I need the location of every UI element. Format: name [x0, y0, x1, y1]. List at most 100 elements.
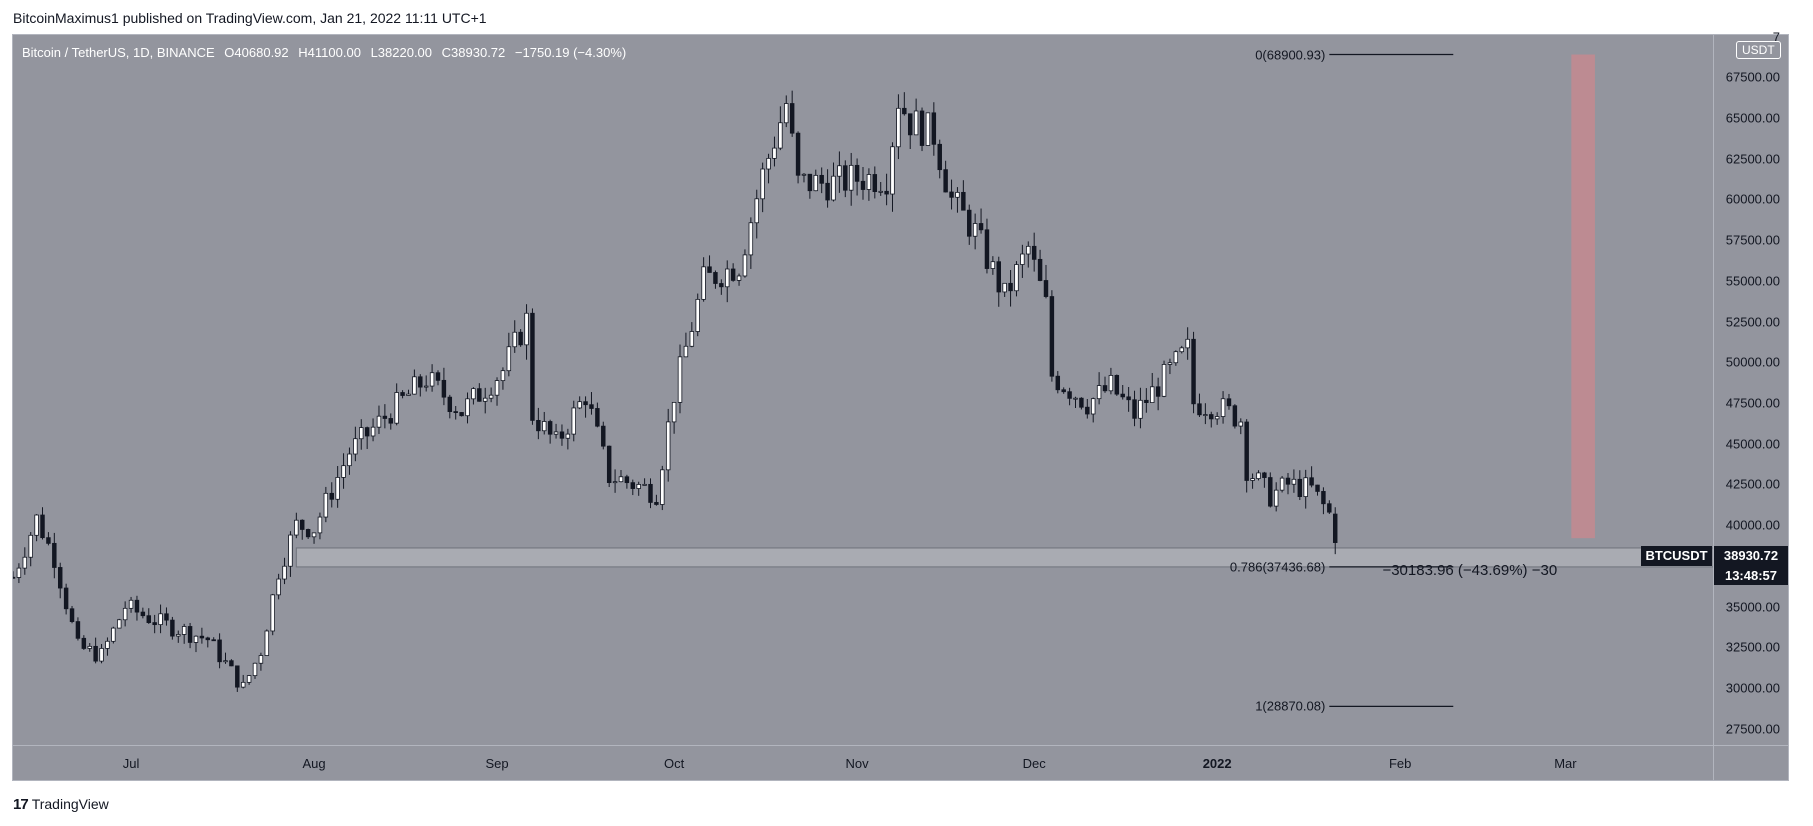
candle-down — [329, 492, 334, 500]
candle-up — [471, 388, 476, 400]
candle-up — [577, 401, 582, 409]
candle-down — [559, 431, 565, 439]
candle-down — [595, 408, 600, 427]
candle-up — [913, 110, 919, 136]
time-tick-label: Dec — [1022, 756, 1046, 771]
candle-down — [477, 388, 482, 402]
candle-up — [754, 198, 759, 224]
legend-open-value: 40680.92 — [234, 45, 289, 60]
time-tick-label: Feb — [1388, 756, 1412, 771]
candle-down — [1197, 403, 1202, 416]
candle-up — [925, 112, 931, 146]
price-tick-label: 42500.00 — [1725, 476, 1780, 492]
price-tick-label: 7 — [1772, 29, 1780, 45]
candle-up — [831, 175, 836, 201]
candle-up — [1073, 397, 1078, 400]
candle-down — [146, 615, 151, 623]
time-axis[interactable]: Jul Aug Sep Oct Nov Dec 2022 Feb Mar — [13, 746, 1788, 780]
candle-down — [1309, 477, 1314, 486]
legend-low-label: L — [370, 45, 378, 60]
candle-up — [294, 519, 299, 536]
candle-down — [606, 445, 612, 483]
legend-low-value: 38220.00 — [377, 45, 433, 60]
candle-down — [1043, 280, 1049, 297]
candle-up — [28, 534, 33, 558]
candle-down — [152, 622, 157, 626]
candle-up — [725, 268, 730, 288]
candle-up — [1002, 282, 1007, 293]
candle-up — [288, 534, 293, 567]
candle-down — [40, 514, 45, 539]
time-tick-label: Sep — [485, 756, 509, 771]
candle-down — [984, 229, 990, 269]
candle-up — [1256, 472, 1261, 480]
candle-down — [518, 331, 523, 346]
candle-up — [359, 427, 364, 440]
candle-down — [1297, 478, 1303, 497]
candle-down — [819, 174, 824, 184]
candle-down — [1049, 296, 1055, 377]
candle-up — [276, 578, 281, 596]
candle-down — [1155, 386, 1161, 397]
candle-down — [400, 392, 405, 396]
candle-up — [353, 438, 358, 455]
candle-up — [1220, 398, 1226, 417]
candle-up — [323, 492, 329, 518]
candle-up — [671, 401, 677, 423]
candle-up — [784, 103, 789, 124]
candle-down — [305, 529, 311, 538]
candle-up — [246, 675, 252, 683]
candle-down — [547, 421, 553, 435]
currency-unit-badge[interactable]: USDT — [1736, 41, 1781, 59]
candle-down — [441, 379, 447, 398]
time-tick-label: Mar — [1554, 756, 1577, 771]
legend-change: −1750.19 (−4.30%) — [514, 45, 627, 60]
candle-down — [1126, 396, 1131, 401]
candle-down — [1114, 375, 1120, 395]
candle-down — [860, 180, 866, 190]
price-axis[interactable]: 27500.0030000.0032500.0035000.0037500.00… — [1714, 29, 1788, 745]
candle-down — [453, 411, 458, 413]
candle-up — [1020, 253, 1025, 265]
candle-down — [447, 396, 453, 412]
legend-high-label: H — [298, 45, 308, 60]
candle-up — [778, 122, 783, 149]
candle-up — [87, 645, 92, 649]
candle-down — [75, 621, 81, 639]
price-tick-label: 55000.00 — [1725, 273, 1780, 289]
candle-up — [866, 174, 872, 190]
price-tick-label: 60000.00 — [1725, 191, 1780, 207]
candle-down — [300, 519, 305, 530]
candle-down — [93, 645, 98, 662]
candle-down — [217, 639, 222, 663]
candle-down — [1327, 503, 1332, 513]
price-tick-label: 65000.00 — [1725, 110, 1780, 126]
candle-down — [902, 107, 907, 115]
candle-up — [689, 331, 695, 347]
price-tag-symbol: BTCUSDT — [1641, 546, 1712, 566]
candle-down — [187, 626, 193, 643]
candle-up — [341, 465, 346, 478]
bar-countdown: 13:48:57 — [1714, 566, 1788, 585]
candle-down — [170, 619, 175, 637]
price-tick-label: 27500.00 — [1725, 721, 1780, 737]
candle-down — [1008, 282, 1013, 292]
candle-down — [601, 425, 606, 447]
candle-down — [382, 415, 388, 419]
candle-down — [807, 173, 813, 192]
ohlc-legend: Bitcoin / TetherUS, 1D, BINANCE O40680.9… — [22, 45, 626, 60]
candle-down — [235, 665, 240, 688]
tradingview-logo-icon: 17 — [13, 796, 29, 813]
candle-up — [1291, 478, 1297, 485]
time-tick-label: Oct — [663, 756, 685, 771]
candle-down — [1144, 399, 1149, 403]
candle-up — [1185, 338, 1190, 349]
chart-plot-area[interactable] — [13, 35, 1713, 745]
candle-down — [872, 174, 878, 193]
candle-up — [748, 222, 754, 256]
candle-up — [311, 532, 317, 538]
candle-down — [1132, 399, 1137, 419]
candle-down — [825, 182, 830, 201]
candle-down — [13, 576, 16, 579]
tradingview-logo[interactable]: 17 TradingView — [13, 796, 109, 813]
